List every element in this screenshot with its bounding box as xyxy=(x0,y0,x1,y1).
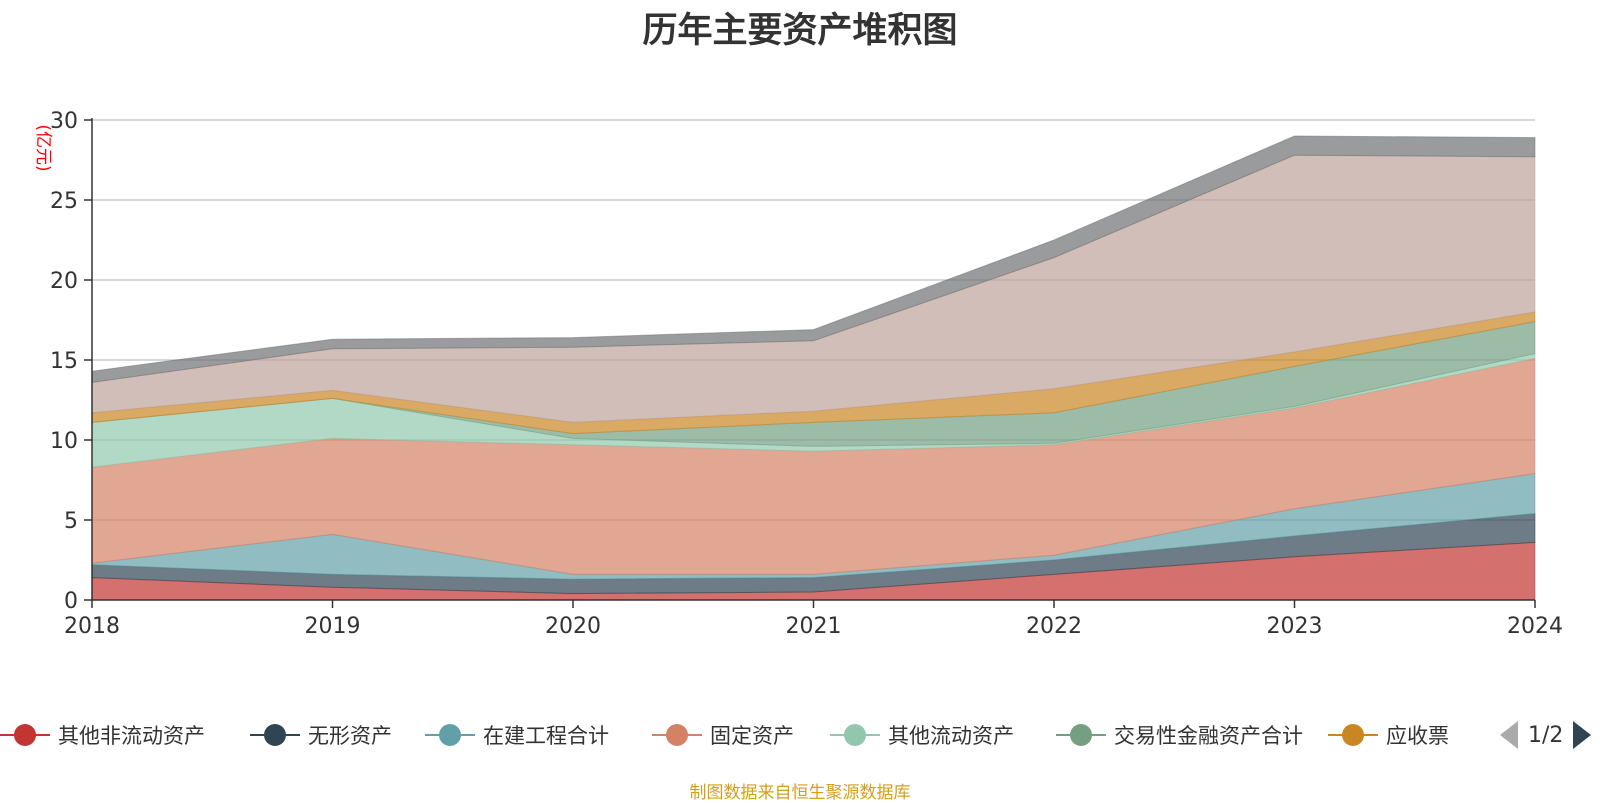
legend-label: 交易性金融资产合计 xyxy=(1114,724,1303,748)
legend-series-icon xyxy=(652,718,702,752)
x-tick-label: 2018 xyxy=(64,614,120,639)
legend-label: 固定资产 xyxy=(710,724,794,748)
legend-series-icon xyxy=(1056,718,1106,752)
legend-item-3[interactable]: 固定资产 xyxy=(652,718,794,752)
legend-series-icon xyxy=(425,718,475,752)
source-note: 制图数据来自恒生聚源数据库 xyxy=(689,783,911,803)
legend-item-6[interactable]: 应收票 xyxy=(1328,718,1449,752)
triangle-left-icon[interactable] xyxy=(1500,721,1518,749)
legend-series-icon xyxy=(1328,718,1378,752)
y-tick-label: 0 xyxy=(64,589,78,614)
legend-series-icon xyxy=(250,718,300,752)
x-tick-label: 2024 xyxy=(1507,614,1563,639)
y-tick-label: 25 xyxy=(50,189,78,214)
legend-pager: 1/2 xyxy=(1500,718,1592,752)
y-tick-label: 20 xyxy=(50,269,78,294)
y-tick-label: 30 xyxy=(50,109,78,134)
triangle-right-icon[interactable] xyxy=(1573,721,1592,749)
y-tick-label: 10 xyxy=(50,429,78,454)
x-tick-label: 2021 xyxy=(786,614,842,639)
legend: 其他非流动资产 无形资产 在建工程合计 固定资产 其他流动资产 交易性金融资产合… xyxy=(0,718,1600,752)
legend-item-0[interactable]: 其他非流动资产 xyxy=(0,718,205,752)
chart-title: 历年主要资产堆积图 xyxy=(642,11,958,51)
legend-series-icon xyxy=(830,718,880,752)
legend-label: 其他流动资产 xyxy=(888,724,1014,748)
y-tick-label: 15 xyxy=(50,349,78,374)
area-series-8 xyxy=(91,135,1536,383)
x-tick-label: 2022 xyxy=(1026,614,1082,639)
x-tick-label: 2019 xyxy=(305,614,361,639)
legend-label: 无形资产 xyxy=(308,724,392,748)
x-tick-label: 2023 xyxy=(1267,614,1323,639)
legend-label: 在建工程合计 xyxy=(483,724,609,748)
legend-label: 其他非流动资产 xyxy=(58,724,205,748)
legend-page-indicator: 1/2 xyxy=(1528,722,1564,748)
legend-item-5[interactable]: 交易性金融资产合计 xyxy=(1056,718,1303,752)
legend-series-icon xyxy=(0,718,50,752)
legend-item-4[interactable]: 其他流动资产 xyxy=(830,718,1014,752)
y-tick-label: 5 xyxy=(64,509,78,534)
x-tick-label: 2020 xyxy=(545,614,601,639)
legend-label: 应收票 xyxy=(1386,724,1449,748)
legend-item-1[interactable]: 无形资产 xyxy=(250,718,392,752)
y-axis-label: (亿元) xyxy=(33,124,53,171)
legend-item-2[interactable]: 在建工程合计 xyxy=(425,718,609,752)
